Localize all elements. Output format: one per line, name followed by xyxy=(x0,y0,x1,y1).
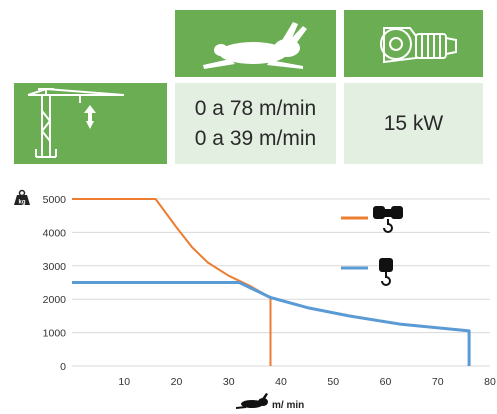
y-tick-label: 3000 xyxy=(43,261,67,273)
x-tick-label: 60 xyxy=(380,376,392,388)
x-tick-label: 20 xyxy=(171,376,183,388)
motor-header xyxy=(344,10,483,77)
x-tick-label: 50 xyxy=(327,376,339,388)
four-fall-hook-icon xyxy=(373,206,403,233)
y-tick-label: 2000 xyxy=(43,294,67,306)
y-tick-label: 4000 xyxy=(43,227,67,239)
tower-crane-hoist-icon xyxy=(27,88,125,158)
x-axis-unit: m/ min xyxy=(272,400,304,411)
y-tick-label: 0 xyxy=(60,361,66,373)
crane-header xyxy=(14,83,167,164)
x-tick-label: 80 xyxy=(484,376,496,388)
x-tick-label: 10 xyxy=(118,376,130,388)
y-tick-label: 1000 xyxy=(43,328,67,340)
x-axis-label: m/ min xyxy=(236,393,304,411)
x-axis-ticks: 10 20 30 40 50 60 70 80 xyxy=(118,376,496,388)
speed-values: 0 a 78 m/min 0 a 39 m/min xyxy=(175,83,336,164)
load-speed-chart: 0 1000 2000 3000 4000 5000 10 20 30 40 50 60 70 80 k… xyxy=(14,189,496,411)
y-tick-label: 5000 xyxy=(43,194,67,206)
series-line-blue xyxy=(72,281,471,366)
rabbit-icon xyxy=(203,22,307,69)
x-tick-label: 40 xyxy=(275,376,287,388)
y-axis-ticks: 0 1000 2000 3000 4000 5000 xyxy=(43,194,67,373)
speed-line-2: 0 a 39 m/min xyxy=(194,126,317,150)
speed-line-1: 0 a 78 m/min xyxy=(194,96,317,120)
y-axis-label: kg xyxy=(18,200,25,206)
power-value: 15 kW xyxy=(383,111,444,135)
x-tick-label: 70 xyxy=(432,376,444,388)
legend xyxy=(341,206,403,286)
chart-series xyxy=(72,198,471,366)
weight-kg-icon: kg xyxy=(14,189,30,206)
speed-header xyxy=(175,10,336,77)
two-fall-hook-icon xyxy=(379,258,393,286)
x-tick-label: 30 xyxy=(223,376,235,388)
rabbit-icon xyxy=(236,393,268,409)
gear-motor-icon xyxy=(380,27,457,64)
power-value-cell: 15 kW xyxy=(344,83,483,164)
